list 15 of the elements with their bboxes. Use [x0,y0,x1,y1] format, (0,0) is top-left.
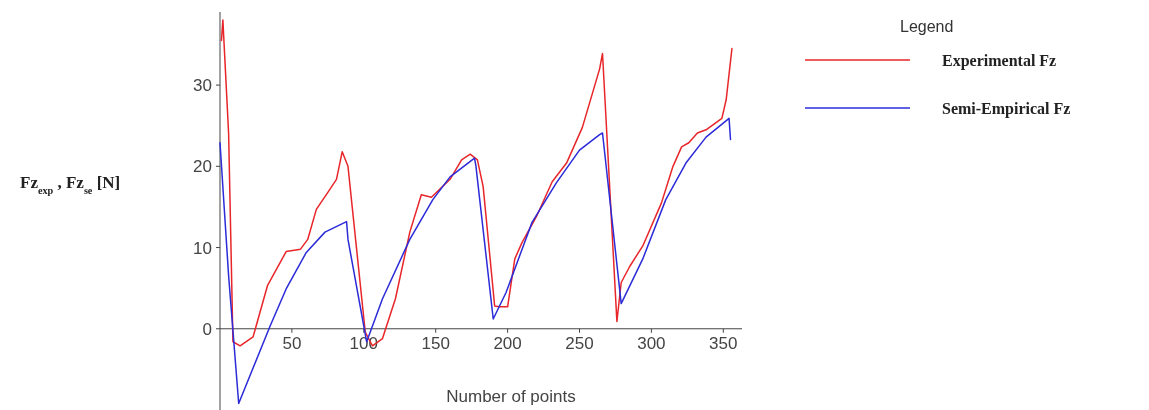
legend-title: Legend [900,18,954,35]
x-tick-label: 350 [709,333,738,353]
y-tick-label: 30 [193,76,212,96]
y-tick-label: 20 [193,157,212,177]
x-axis-title: Number of points [446,387,576,406]
x-tick-label: 50 [282,333,302,353]
text: Semi-Empirical Fz [942,99,1071,118]
text: Experimental Fz [942,51,1057,70]
y-tick-label: 0 [202,319,212,339]
y-axis-title: Fz$_{exp}$ , Fz$_{se}$ [N] [20,173,121,196]
x-tick-label: 150 [421,333,450,353]
x-tick-label: 250 [565,333,594,353]
x-tick-label: 300 [637,333,666,353]
x-tick-label: 200 [493,333,522,353]
y-tick-label: 10 [193,238,212,258]
